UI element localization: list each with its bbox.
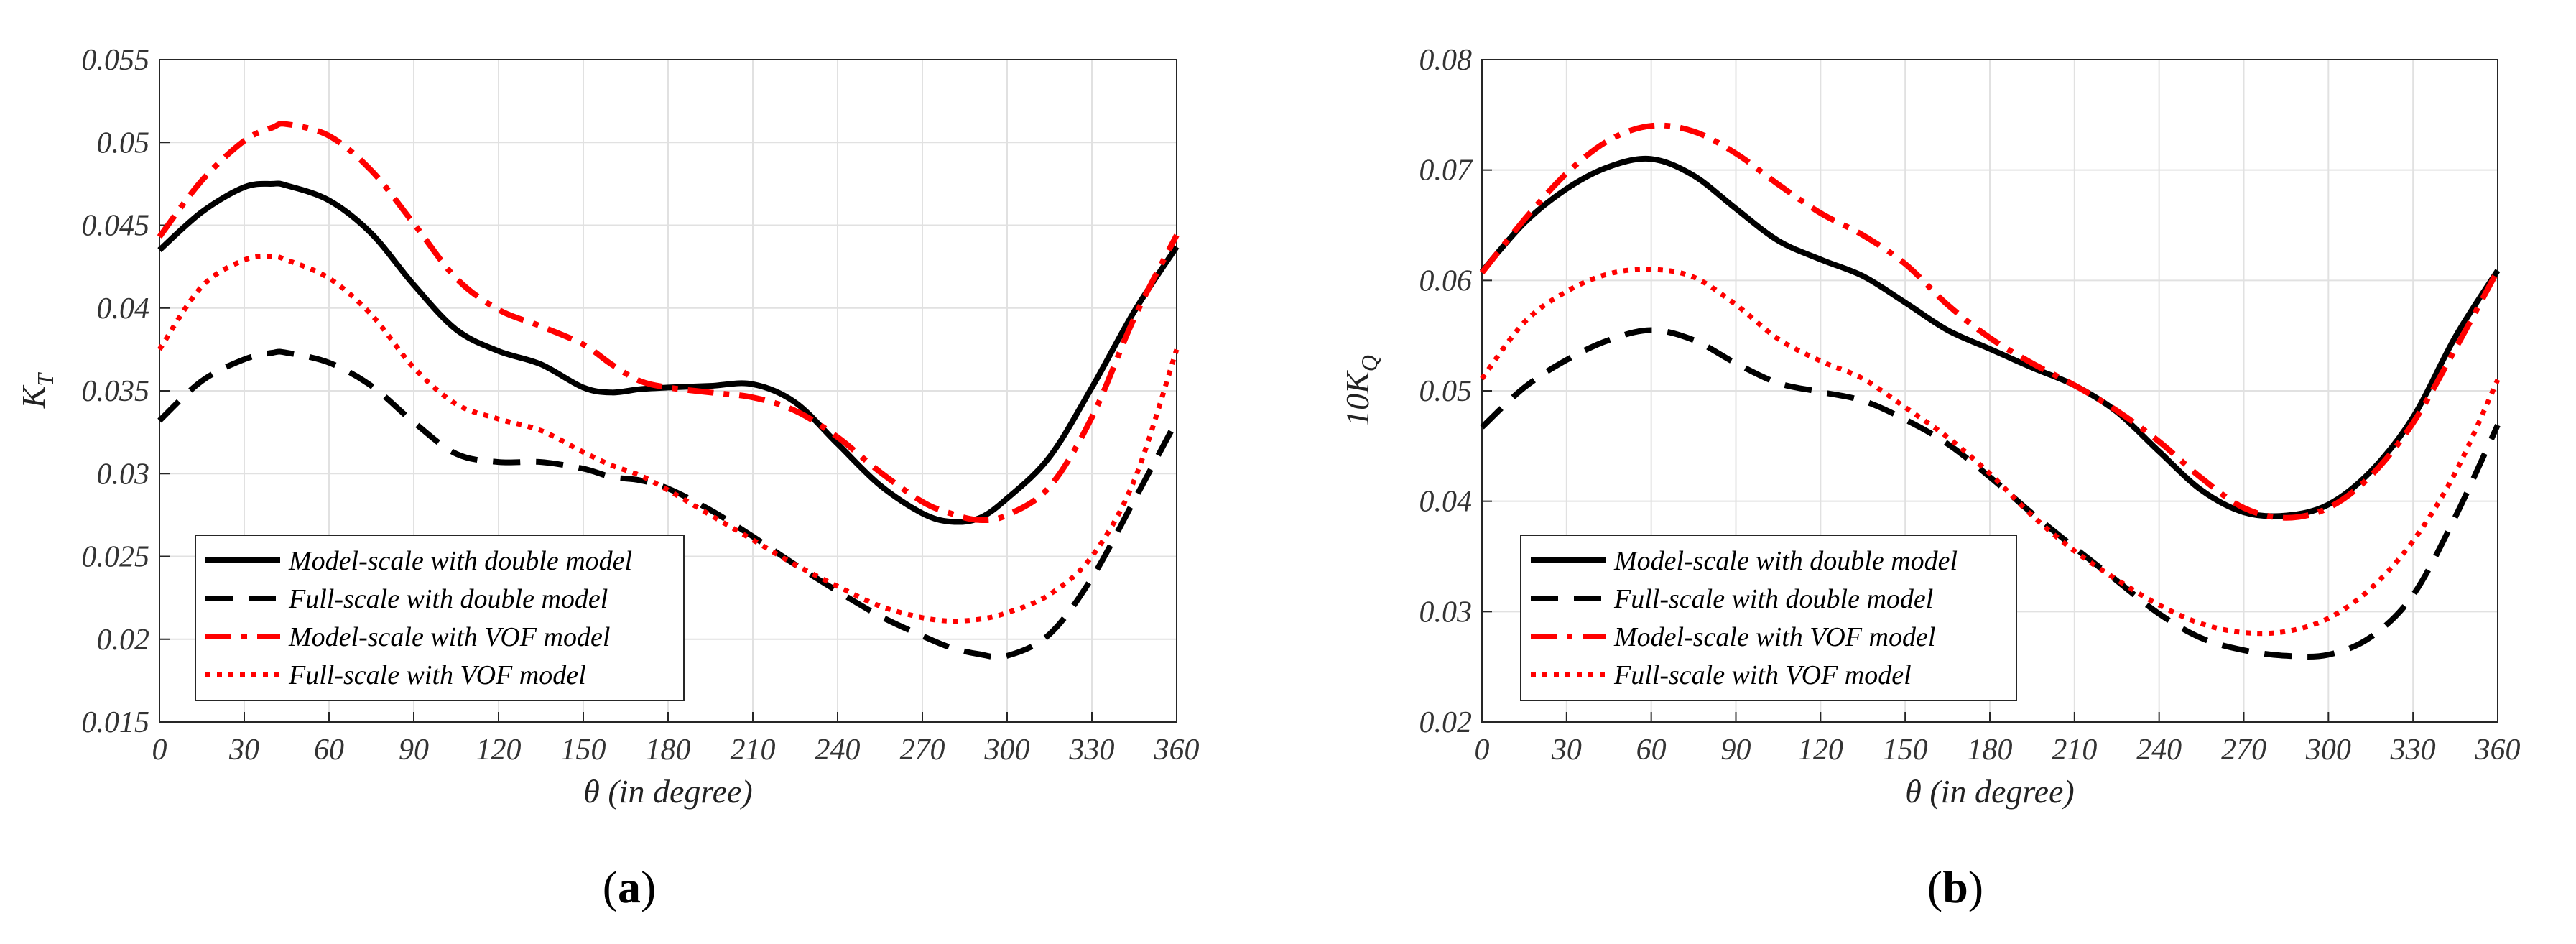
legend-label-1: Model-scale with double model — [1613, 546, 1958, 576]
y-tick-label: 0.04 — [1419, 486, 1473, 519]
legend-label-1: Model-scale with double model — [288, 546, 632, 576]
panel-b-caption: (b) — [1927, 861, 1983, 912]
x-tick-label: 150 — [1883, 734, 1928, 767]
x-tick-label: 300 — [2305, 734, 2351, 767]
x-tick-label: 360 — [1154, 734, 1200, 767]
x-tick-label: 240 — [815, 734, 861, 767]
legend-label-2: Full-scale with double model — [1613, 584, 1933, 614]
series-line-4 — [157, 254, 1180, 624]
y-tick-label: 0.055 — [82, 44, 150, 77]
y-axis-label-subscript: Q — [1356, 355, 1382, 371]
x-tick-label: 240 — [2136, 734, 2182, 767]
x-tick-label: 330 — [2390, 734, 2436, 767]
x-tick-label: 270 — [2221, 734, 2266, 767]
legend-label-4: Full-scale with VOF model — [1613, 660, 1912, 690]
legend-label-3: Model-scale with VOF model — [1613, 622, 1935, 652]
x-tick-label: 210 — [731, 734, 776, 767]
y-tick-label: 0.04 — [97, 292, 150, 325]
series-line-2 — [1480, 327, 2501, 660]
x-tick-label: 90 — [399, 734, 429, 767]
x-tick-label: 0 — [1475, 734, 1490, 767]
y-tick-label: 0.08 — [1419, 44, 1473, 77]
y-axis-label: 10KQ — [1339, 355, 1382, 427]
y-tick-label: 0.03 — [97, 458, 150, 491]
x-tick-label: 300 — [984, 734, 1030, 767]
x-tick-label: 120 — [476, 734, 522, 767]
series-line-4 — [1480, 267, 2501, 637]
x-tick-label: 60 — [1636, 734, 1667, 767]
y-tick-label: 0.025 — [82, 541, 150, 574]
x-tick-label: 330 — [1069, 734, 1115, 767]
y-tick-label: 0.02 — [1419, 706, 1473, 739]
panel-a-caption: (a) — [603, 861, 657, 912]
series-line-3 — [1479, 122, 2501, 521]
y-tick-label: 0.045 — [82, 210, 150, 243]
y-axis-label-subscript: T — [32, 372, 58, 387]
y-tick-label: 0.035 — [82, 375, 150, 408]
x-tick-label: 120 — [1798, 734, 1843, 767]
x-tick-label: 0 — [152, 734, 167, 767]
x-tick-label: 180 — [646, 734, 691, 767]
x-tick-label: 360 — [2475, 734, 2521, 767]
legend-label-3: Model-scale with VOF model — [288, 622, 610, 652]
y-axis-label-main: K — [15, 384, 52, 409]
series-line-1 — [157, 180, 1180, 525]
x-tick-label: 90 — [1721, 734, 1751, 767]
x-tick-label: 150 — [561, 734, 606, 767]
y-tick-label: 0.03 — [1419, 596, 1473, 629]
y-tick-label: 0.02 — [97, 624, 150, 657]
x-tick-label: 30 — [228, 734, 259, 767]
y-tick-label: 0.05 — [97, 126, 150, 159]
y-tick-label: 0.06 — [1419, 264, 1473, 297]
y-tick-label: 0.05 — [1419, 375, 1473, 408]
x-tick-label: 30 — [1551, 734, 1582, 767]
legend-label-2: Full-scale with double model — [288, 584, 608, 614]
chart-panel-b: 0 30 60 90 120 150 180 210 240 270 300 330 360 0.02 0.… — [1339, 44, 2521, 810]
x-tick-label: 60 — [314, 734, 344, 767]
y-axis-label-main: 10K — [1339, 370, 1376, 427]
x-tick-label: 270 — [900, 734, 945, 767]
legend-label-4: Full-scale with VOF model — [288, 660, 586, 690]
x-tick-label: 180 — [1968, 734, 2013, 767]
x-axis-label: θ (in degree) — [1905, 773, 2074, 810]
y-tick-label: 0.015 — [82, 706, 150, 739]
y-tick-label: 0.07 — [1419, 154, 1474, 188]
x-tick-label: 210 — [2052, 734, 2097, 767]
x-axis-label: θ (in degree) — [583, 773, 752, 810]
chart-panel-a: 0 30 60 90 120 150 180 210 240 270 300 330 360 0.015 0… — [15, 44, 1200, 810]
y-axis-label: KT — [15, 372, 58, 409]
series-line-3 — [157, 121, 1180, 523]
series-line-1 — [1479, 155, 2501, 519]
